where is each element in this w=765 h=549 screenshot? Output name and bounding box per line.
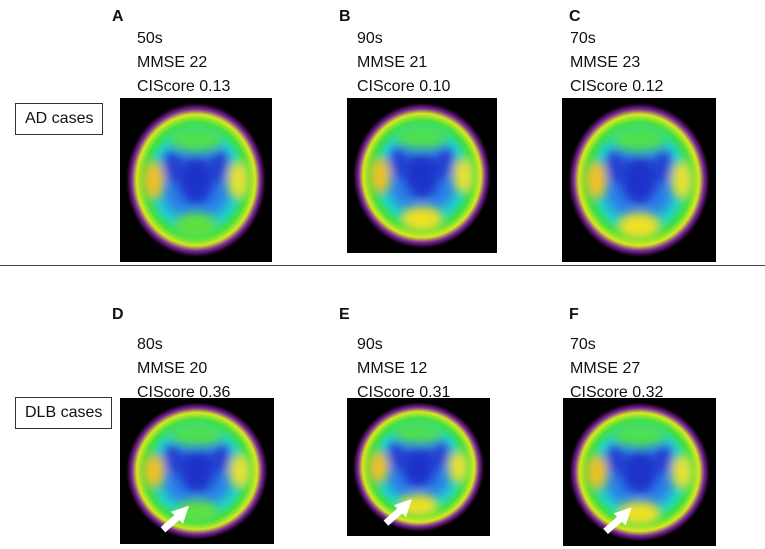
brain-scan xyxy=(347,98,497,253)
panel-ciscore: CIScore 0.12 xyxy=(570,78,664,95)
panel-letter: F xyxy=(569,306,579,323)
brain-scan xyxy=(562,98,716,262)
panel-mmse: MMSE 21 xyxy=(357,54,428,71)
panel-age: 90s xyxy=(357,336,383,353)
panel-age: 50s xyxy=(137,30,163,47)
panel-letter: B xyxy=(339,8,351,25)
panel-letter: D xyxy=(112,306,124,323)
group-label: AD cases xyxy=(15,103,104,135)
panel-ciscore: CIScore 0.13 xyxy=(137,78,231,95)
panel-mmse: MMSE 20 xyxy=(137,360,208,377)
panel-mmse: MMSE 23 xyxy=(570,54,641,71)
brain-scan xyxy=(347,398,490,536)
panel-age: 80s xyxy=(137,336,163,353)
panel-letter: C xyxy=(569,8,581,25)
divider xyxy=(0,265,765,266)
panel-letter: A xyxy=(112,8,124,25)
group-label: DLB cases xyxy=(15,397,113,429)
panel-ciscore: CIScore 0.31 xyxy=(357,384,451,401)
panel-ciscore: CIScore 0.36 xyxy=(137,384,231,401)
panel-mmse: MMSE 27 xyxy=(570,360,641,377)
panel-letter: E xyxy=(339,306,350,323)
panel-age: 70s xyxy=(570,30,596,47)
panel-mmse: MMSE 12 xyxy=(357,360,428,377)
panel-ciscore: CIScore 0.10 xyxy=(357,78,451,95)
panel-mmse: MMSE 22 xyxy=(137,54,208,71)
panel-age: 70s xyxy=(570,336,596,353)
brain-scan xyxy=(563,398,716,546)
brain-scan xyxy=(120,98,272,262)
panel-age: 90s xyxy=(357,30,383,47)
panel-ciscore: CIScore 0.32 xyxy=(570,384,664,401)
brain-scan xyxy=(120,398,274,544)
